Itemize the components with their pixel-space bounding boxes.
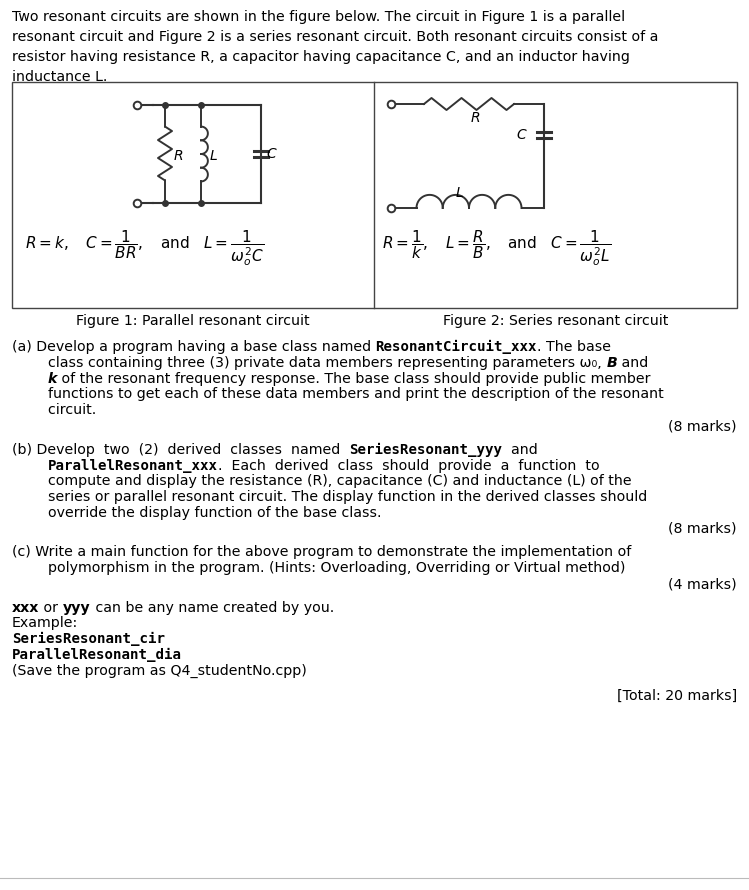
Text: (8 marks): (8 marks) [669, 522, 737, 536]
Text: B: B [606, 356, 617, 370]
Text: (Save the program as Q4_studentNo.cpp): (Save the program as Q4_studentNo.cpp) [12, 664, 307, 678]
Text: and: and [617, 356, 648, 370]
Text: can be any name created by you.: can be any name created by you. [91, 601, 334, 615]
Text: functions to get each of these data members and print the description of the res: functions to get each of these data memb… [30, 387, 664, 401]
Text: $R = k,$   $C = \dfrac{1}{BR},$   and   $L = \dfrac{1}{\omega_o^2 C}$: $R = k,$ $C = \dfrac{1}{BR},$ and $L = \… [25, 228, 264, 268]
Text: ResonantCircuit_xxx: ResonantCircuit_xxx [376, 340, 537, 354]
Text: override the display function of the base class.: override the display function of the bas… [30, 506, 381, 520]
Text: Example:: Example: [12, 617, 78, 630]
Text: C: C [516, 128, 526, 142]
Text: xxx: xxx [12, 601, 40, 615]
Text: (b) Develop  two  (2)  derived  classes  named: (b) Develop two (2) derived classes name… [12, 442, 349, 457]
Bar [12, 82, 737, 308]
Text: and: and [503, 442, 538, 457]
Text: R: R [470, 111, 480, 125]
Text: of the resonant frequency response. The base class should provide public member: of the resonant frequency response. The … [58, 372, 651, 385]
Text: .  Each  derived  class  should  provide  a  function  to: . Each derived class should provide a fu… [218, 458, 600, 473]
Text: C: C [266, 147, 276, 161]
Text: L: L [456, 186, 464, 200]
Text: R: R [174, 149, 184, 163]
Text: ParallelResonant_xxx: ParallelResonant_xxx [48, 458, 218, 473]
Text: SeriesResonant_cir: SeriesResonant_cir [12, 632, 165, 646]
Text: (c) Write a main function for the above program to demonstrate the implementatio: (c) Write a main function for the above … [12, 546, 631, 560]
Text: $R = \dfrac{1}{k},$   $L = \dfrac{R}{B},$   and   $C = \dfrac{1}{\omega_o^2 L}$: $R = \dfrac{1}{k},$ $L = \dfrac{R}{B},$ … [382, 228, 611, 268]
Text: [Total: 20 marks]: [Total: 20 marks] [617, 689, 737, 703]
Text: series or parallel resonant circuit. The display function in the derived classes: series or parallel resonant circuit. The… [30, 490, 647, 504]
Text: (4 marks): (4 marks) [668, 577, 737, 591]
Text: or: or [40, 601, 63, 615]
Text: . The base: . The base [537, 340, 611, 354]
Text: compute and display the resistance (R), capacitance (C) and inductance (L) of th: compute and display the resistance (R), … [30, 474, 631, 489]
Text: Figure 2: Series resonant circuit: Figure 2: Series resonant circuit [443, 314, 668, 328]
Text: yyy: yyy [63, 601, 91, 615]
Text: class containing three (3) private data members representing parameters ω₀,: class containing three (3) private data … [30, 356, 606, 370]
Text: polymorphism in the program. (Hints: Overloading, Overriding or Virtual method): polymorphism in the program. (Hints: Ove… [30, 562, 625, 575]
Text: (8 marks): (8 marks) [669, 419, 737, 433]
Text: circuit.: circuit. [30, 403, 97, 417]
Text: L: L [210, 149, 218, 163]
Text: Two resonant circuits are shown in the figure below. The circuit in Figure 1 is : Two resonant circuits are shown in the f… [12, 10, 658, 85]
Text: ParallelResonant_dia: ParallelResonant_dia [12, 648, 182, 662]
Text: k: k [48, 372, 58, 385]
Text: Figure 1: Parallel resonant circuit: Figure 1: Parallel resonant circuit [76, 314, 310, 328]
Text: (a) Develop a program having a base class named: (a) Develop a program having a base clas… [12, 340, 376, 354]
Text: SeriesResonant_yyy: SeriesResonant_yyy [349, 442, 503, 457]
